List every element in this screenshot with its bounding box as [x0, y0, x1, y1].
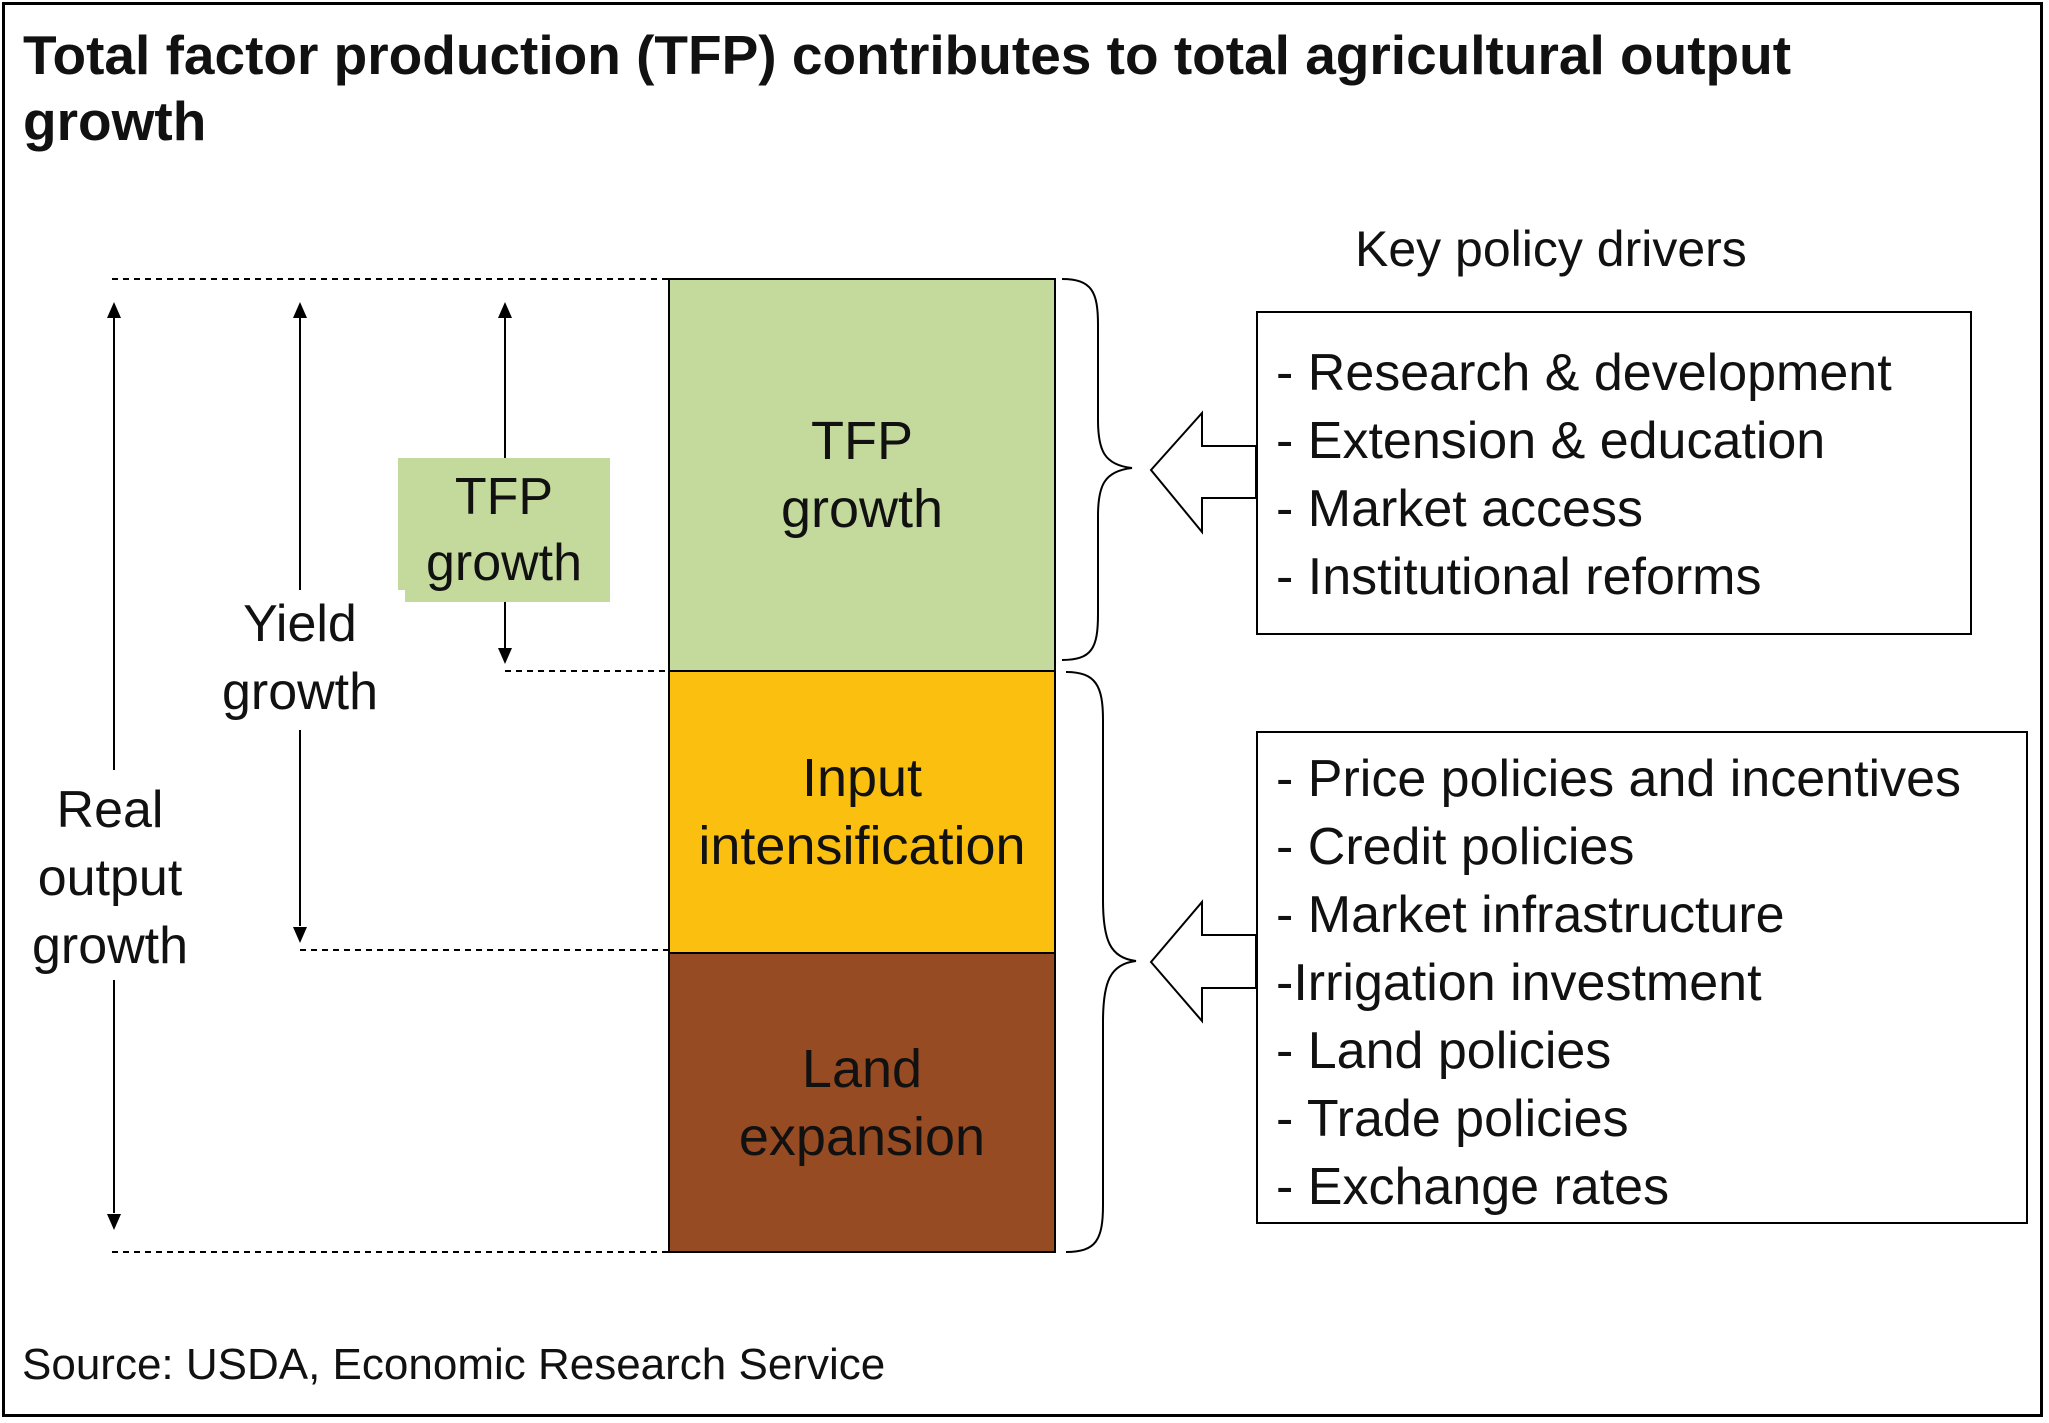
yield-line2: growth	[221, 663, 379, 721]
tfp-drivers-box: - Research & development - Extension & e…	[1256, 311, 1972, 635]
yield-arrow	[293, 302, 307, 943]
input-land-drivers-box: - Price policies and incentives - Credit…	[1256, 731, 2028, 1224]
block-arrow-input-land	[1149, 899, 1257, 1024]
tfp-growth-block: TFP growth	[668, 278, 1056, 672]
driver-item: - Market access	[1276, 480, 1643, 538]
input-block-line2: intensification	[698, 816, 1026, 876]
brace-input-land	[1065, 671, 1137, 1253]
driver-item: - Research & development	[1276, 344, 1892, 402]
tfp-measure-line2: growth	[425, 534, 583, 592]
brace-tfp	[1061, 278, 1133, 661]
source-note: Source: USDA, Economic Research Service	[22, 1340, 886, 1389]
real-line1: Real	[56, 781, 164, 839]
tfp-arrow	[498, 302, 512, 664]
input-intensification-block: Input intensification	[668, 670, 1056, 954]
drivers-heading: Key policy drivers	[1355, 221, 1747, 277]
driver-item: - Exchange rates	[1276, 1158, 1670, 1216]
land-block-line2: expansion	[738, 1106, 986, 1167]
driver-item: - Extension & education	[1276, 412, 1826, 470]
driver-item: - Credit policies	[1276, 818, 1635, 876]
block-arrow-tfp	[1149, 410, 1257, 535]
input-block-line1: Input	[801, 748, 923, 808]
tfp-block-line1: TFP	[811, 411, 913, 471]
real-output-growth-label: Real output growth	[10, 776, 210, 980]
figure-title: Total factor production (TFP) contribute…	[23, 24, 1792, 152]
real-line3: growth	[31, 917, 189, 975]
driver-item: -Irrigation investment	[1276, 954, 1762, 1012]
real-output-arrow	[107, 302, 121, 1230]
yield-line1: Yield	[243, 595, 357, 653]
real-line2: output	[37, 849, 183, 907]
yield-growth-label: Yield growth	[195, 590, 405, 726]
driver-item: - Market infrastructure	[1276, 886, 1785, 944]
tfp-block-line2: growth	[780, 479, 944, 539]
driver-item: - Institutional reforms	[1276, 548, 1762, 606]
tfp-measure-line1: TFP	[454, 468, 554, 526]
driver-item: - Trade policies	[1276, 1090, 1629, 1148]
driver-item: - Price policies and incentives	[1276, 750, 1961, 808]
driver-item: - Land policies	[1276, 1022, 1612, 1080]
land-expansion-block: Land expansion	[668, 952, 1056, 1253]
tfp-growth-measure-label: TFP growth	[398, 458, 610, 602]
land-block-line1: Land	[801, 1038, 923, 1099]
